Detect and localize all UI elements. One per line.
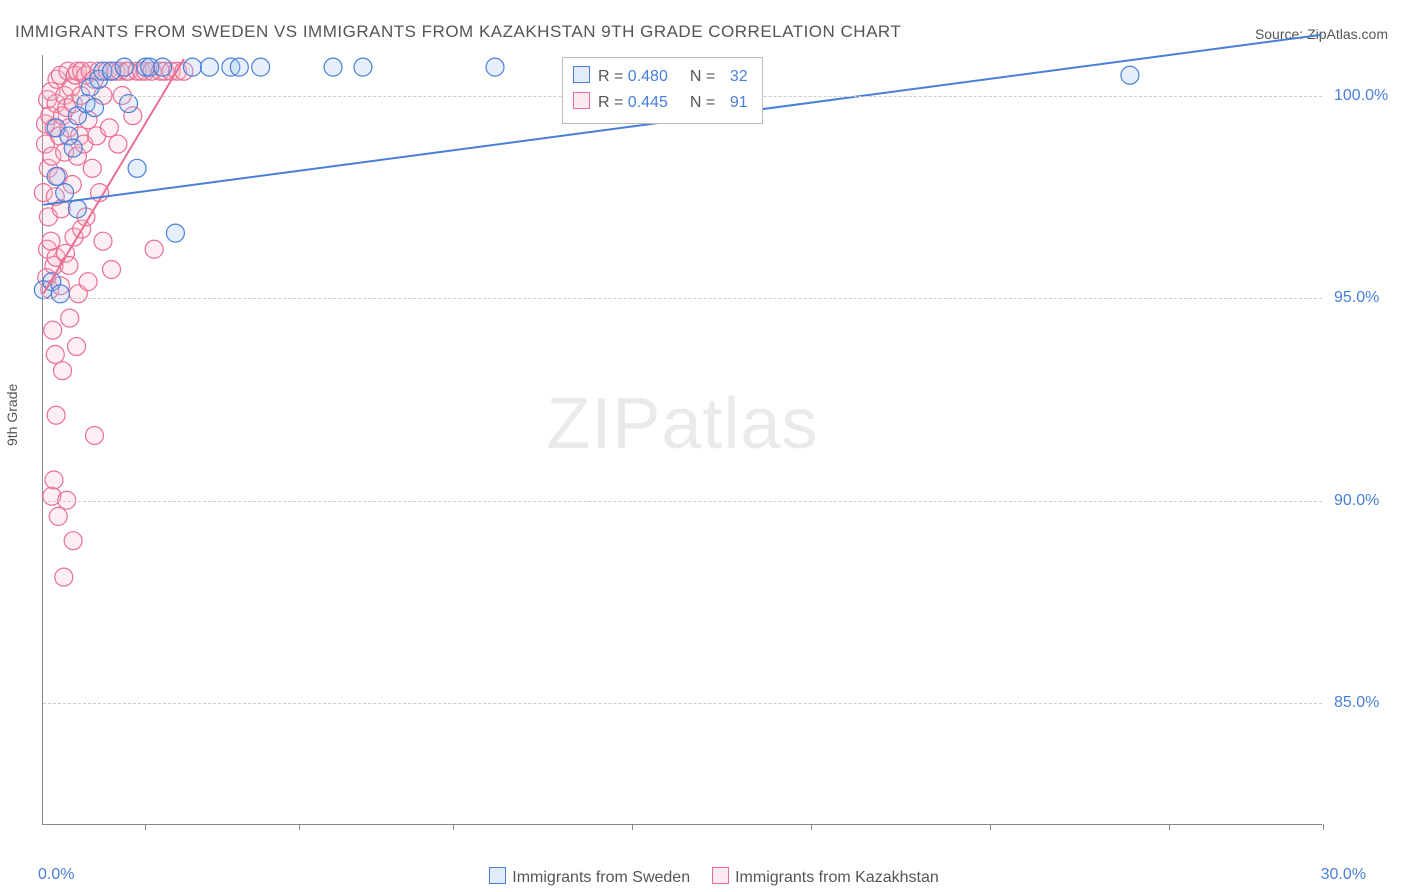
scatter-point [79, 273, 97, 291]
x-tick [811, 824, 812, 830]
scatter-point [51, 285, 69, 303]
scatter-point [85, 426, 103, 444]
x-tick [299, 824, 300, 830]
scatter-point [83, 159, 101, 177]
x-tick [145, 824, 146, 830]
chart-title: IMMIGRANTS FROM SWEDEN VS IMMIGRANTS FRO… [15, 22, 901, 42]
gridline [43, 298, 1322, 299]
scatter-point [100, 119, 118, 137]
scatter-point [46, 346, 64, 364]
y-axis-label: 9th Grade [4, 384, 20, 446]
x-tick [1323, 824, 1324, 830]
scatter-point [44, 321, 62, 339]
scatter-point [230, 58, 248, 76]
y-tick-label: 95.0% [1334, 289, 1379, 307]
legend-swatch [712, 867, 729, 884]
scatter-point [56, 184, 74, 202]
x-tick [453, 824, 454, 830]
legend-bottom: Immigrants from Sweden Immigrants from Ka… [0, 867, 1406, 887]
scatter-point [64, 139, 82, 157]
stats-n-value: 32 [720, 64, 748, 90]
y-tick-label: 100.0% [1334, 87, 1388, 105]
stats-box: R = 0.480 N = 32 R = 0.445 N = 91 [562, 57, 763, 124]
scatter-point [61, 309, 79, 327]
stats-r-value: 0.480 [628, 68, 668, 85]
scatter-point [486, 58, 504, 76]
gridline [43, 501, 1322, 502]
scatter-point [47, 406, 65, 424]
legend-swatch [573, 92, 590, 109]
scatter-point [145, 240, 163, 258]
scatter-point [68, 337, 86, 355]
y-tick-label: 90.0% [1334, 492, 1379, 510]
scatter-point [60, 256, 78, 274]
x-tick [990, 824, 991, 830]
scatter-point [54, 362, 72, 380]
scatter-point [154, 58, 172, 76]
scatter-point [45, 471, 63, 489]
scatter-point [128, 159, 146, 177]
scatter-point [47, 167, 65, 185]
x-max-label: 30.0% [1321, 866, 1366, 884]
scatter-point [68, 200, 86, 218]
scatter-point [201, 58, 219, 76]
legend-label: Immigrants from Kazakhstan [735, 869, 939, 886]
scatter-point [183, 58, 201, 76]
legend-label: Immigrants from Sweden [512, 869, 690, 886]
scatter-point [109, 135, 127, 153]
scatter-point [55, 568, 73, 586]
stats-r-label: R = [598, 94, 628, 111]
legend-swatch [573, 66, 590, 83]
scatter-point [252, 58, 270, 76]
scatter-point [64, 532, 82, 550]
stats-n-label: N = [690, 94, 720, 111]
scatter-point [85, 99, 103, 117]
x-tick [632, 824, 633, 830]
scatter-point [1121, 66, 1139, 84]
stats-r-label: R = [598, 68, 628, 85]
scatter-point [42, 232, 60, 250]
stats-r-value: 0.445 [628, 94, 668, 111]
x-min-label: 0.0% [38, 866, 74, 884]
gridline [43, 703, 1322, 704]
y-tick-label: 85.0% [1334, 694, 1379, 712]
stats-row: R = 0.445 N = 91 [573, 90, 748, 116]
plot-area: ZIPatlas [42, 55, 1322, 825]
stats-n-value: 91 [720, 90, 748, 116]
scatter-point [354, 58, 372, 76]
scatter-point [324, 58, 342, 76]
scatter-point [115, 58, 133, 76]
stats-n-label: N = [690, 68, 720, 85]
scatter-point [166, 224, 184, 242]
scatter-point [103, 261, 121, 279]
stats-row: R = 0.480 N = 32 [573, 64, 748, 90]
x-tick [1169, 824, 1170, 830]
scatter-point [94, 232, 112, 250]
legend-swatch [489, 867, 506, 884]
scatter-point [49, 507, 67, 525]
scatter-point [120, 95, 138, 113]
scatter-svg [43, 55, 1322, 824]
